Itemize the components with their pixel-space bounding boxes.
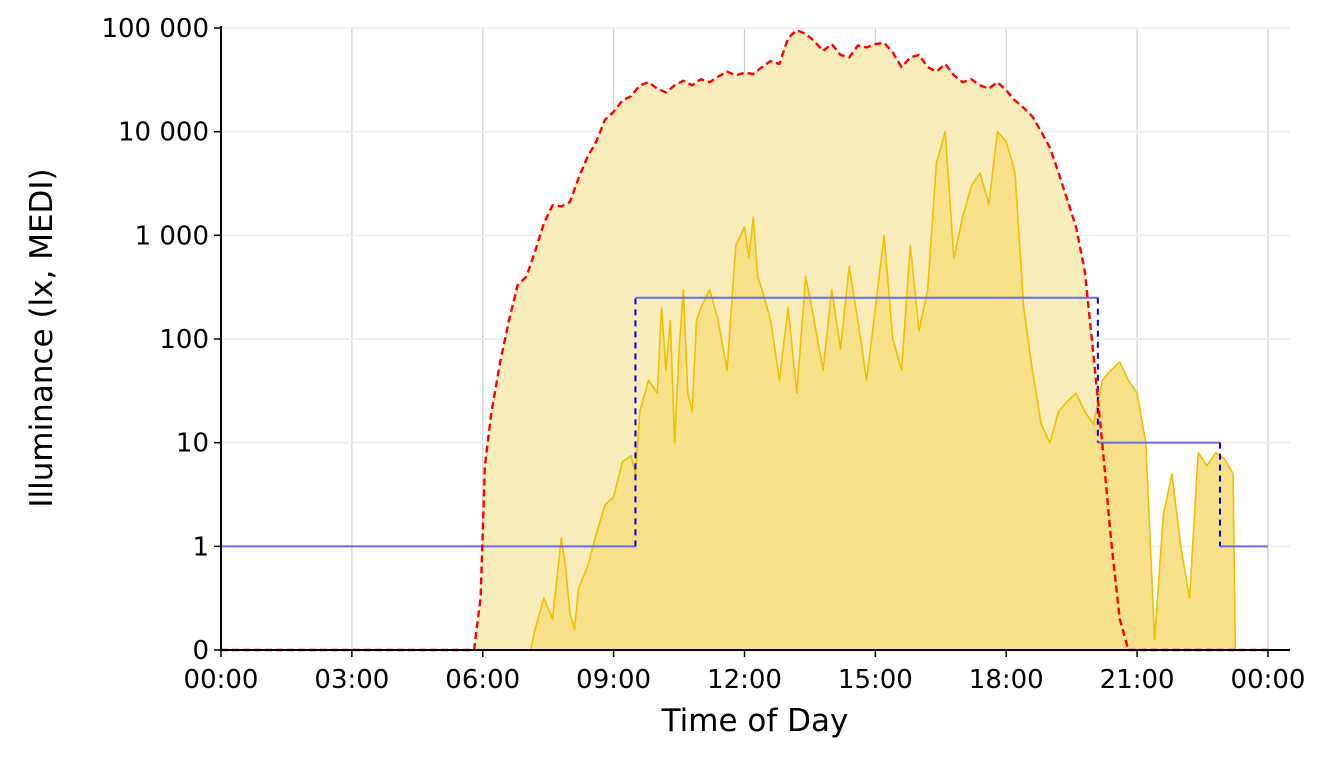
y-tick-label: 100 bbox=[159, 325, 209, 355]
area-fills bbox=[221, 30, 1268, 651]
tick-labels: 00:00 03:00 06:00 09:00 12:00 15:00 18:00 21:00… bbox=[101, 14, 1305, 695]
x-tick-label: 18:00 bbox=[969, 665, 1044, 695]
x-axis-label: Time of Day bbox=[661, 703, 849, 739]
y-tick-label: 1 000 bbox=[135, 221, 209, 251]
y-axis-label: Illuminance (lx, MEDI) bbox=[24, 168, 60, 507]
x-tick-label: 09:00 bbox=[576, 665, 651, 695]
series-lines bbox=[221, 29, 1268, 652]
y-tick-label: 100 000 bbox=[101, 14, 209, 44]
measured-area bbox=[221, 131, 1268, 650]
potential-line bbox=[221, 29, 1268, 652]
y-tick-label: 10 000 bbox=[118, 118, 209, 148]
measured-line bbox=[221, 130, 1268, 651]
x-tick-label: 00:00 bbox=[1231, 665, 1306, 695]
x-tick-label: 00:00 bbox=[184, 665, 259, 695]
x-tick-label: 12:00 bbox=[707, 665, 782, 695]
x-tick-label: 03:00 bbox=[314, 665, 389, 695]
x-tick-label: 21:00 bbox=[1100, 665, 1175, 695]
y-tick-label: 10 bbox=[176, 429, 209, 459]
y-tick-label: 0 bbox=[192, 636, 209, 666]
x-tick-label: 06:00 bbox=[445, 665, 520, 695]
x-tick-label: 15:00 bbox=[838, 665, 913, 695]
y-tick-label: 1 bbox=[192, 532, 209, 562]
